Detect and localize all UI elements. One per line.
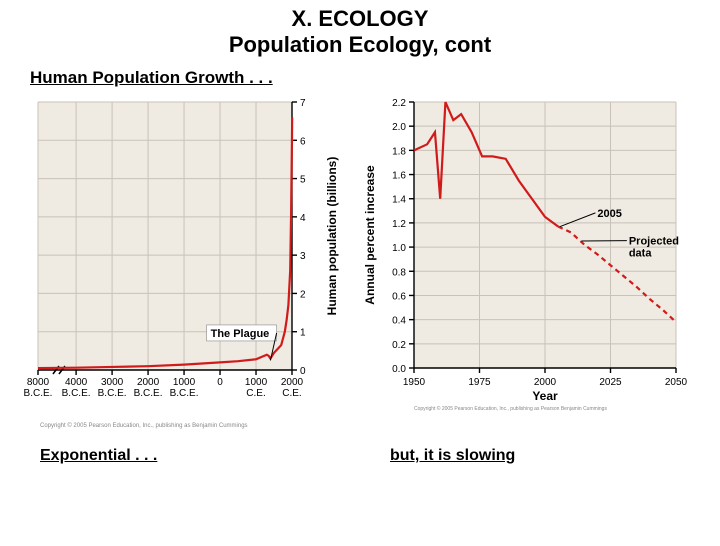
svg-text:1.6: 1.6 (392, 171, 406, 182)
svg-text:2025: 2025 (599, 377, 622, 388)
svg-text:0: 0 (300, 366, 306, 377)
right-chart: 0.0 0.2 0.4 0.6 0.8 1.0 1.2 1.4 1.6 1.8 2.0 2.2 Annu… (360, 92, 690, 412)
svg-text:1.2: 1.2 (392, 219, 406, 230)
svg-text:Annual percent increase: Annual percent increase (363, 165, 377, 305)
svg-text:7: 7 (300, 98, 306, 109)
svg-text:4000: 4000 (65, 377, 88, 388)
svg-text:C.E.: C.E. (282, 388, 301, 399)
svg-text:2005: 2005 (597, 208, 621, 220)
svg-text:1.8: 1.8 (392, 146, 406, 157)
svg-text:The Plague: The Plague (211, 328, 270, 340)
svg-text:Year: Year (532, 389, 558, 403)
left-chart: 01234567Human population (billions)8000B… (20, 92, 350, 412)
svg-text:6: 6 (300, 136, 306, 147)
caption-left: Exponential . . . (40, 447, 330, 465)
svg-text:2000: 2000 (281, 377, 304, 388)
slide-title-2: Population Ecology, cont (0, 32, 720, 58)
svg-text:2000: 2000 (534, 377, 557, 388)
svg-text:1.0: 1.0 (392, 243, 406, 254)
svg-text:data: data (629, 248, 653, 260)
svg-text:1: 1 (300, 328, 306, 339)
svg-text:2050: 2050 (665, 377, 688, 388)
caption-right: but, it is slowing (330, 447, 680, 465)
section-heading: Human Population Growth . . . (30, 68, 720, 88)
left-chart-container: 01234567Human population (billions)8000B… (20, 92, 350, 429)
svg-text:Human population (billions): Human population (billions) (325, 157, 339, 316)
right-chart-container: 0.0 0.2 0.4 0.6 0.8 1.0 1.2 1.4 1.6 1.8 2.0 2.2 Annu… (360, 92, 690, 429)
svg-text:2: 2 (300, 289, 306, 300)
svg-text:0.6: 0.6 (392, 291, 406, 302)
svg-text:C.E.: C.E. (246, 388, 265, 399)
svg-text:1.4: 1.4 (392, 195, 406, 206)
svg-text:3000: 3000 (101, 377, 124, 388)
svg-text:0.2: 0.2 (392, 340, 406, 351)
svg-text:0.4: 0.4 (392, 316, 406, 327)
slide-title-1: X. ECOLOGY (0, 6, 720, 32)
svg-text:4: 4 (300, 213, 306, 224)
svg-text:1000: 1000 (173, 377, 196, 388)
svg-text:1000: 1000 (245, 377, 268, 388)
svg-text:B.C.E.: B.C.E. (134, 388, 163, 399)
svg-text:B.C.E.: B.C.E. (24, 388, 53, 399)
copyright-left: Copyright © 2005 Pearson Education, Inc.… (40, 423, 350, 429)
svg-text:0.8: 0.8 (392, 267, 406, 278)
svg-text:2000: 2000 (137, 377, 160, 388)
svg-text:B.C.E.: B.C.E. (170, 388, 199, 399)
svg-text:Copyright © 2005 Pearson Educa: Copyright © 2005 Pearson Education, Inc.… (414, 405, 607, 412)
svg-text:0.0: 0.0 (392, 364, 406, 375)
svg-text:8000: 8000 (27, 377, 50, 388)
svg-text:B.C.E.: B.C.E. (98, 388, 127, 399)
svg-text:1950: 1950 (403, 377, 426, 388)
svg-text:1975: 1975 (468, 377, 491, 388)
svg-text:3: 3 (300, 251, 306, 262)
svg-text:2.2: 2.2 (392, 98, 406, 109)
svg-text:Projected: Projected (629, 236, 679, 248)
svg-text:5: 5 (300, 175, 306, 186)
svg-text:2.0: 2.0 (392, 122, 406, 133)
svg-text:0: 0 (217, 377, 223, 388)
svg-text:B.C.E.: B.C.E. (62, 388, 91, 399)
